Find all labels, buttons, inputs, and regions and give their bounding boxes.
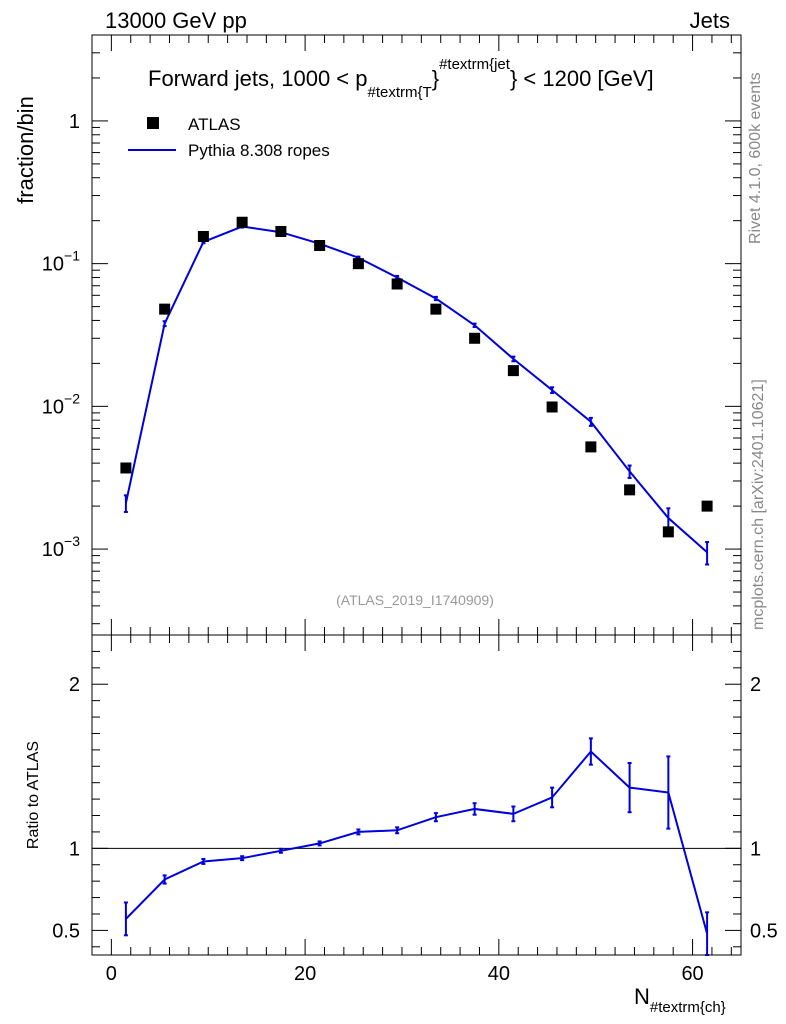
data-point	[430, 303, 442, 315]
rivet-label: Rivet 4.1.0, 600k events	[747, 72, 764, 244]
ratio-y-tick-label-left: 0.5	[52, 920, 80, 942]
ratio-panel-frame	[91, 634, 742, 956]
data-point	[507, 365, 519, 377]
data-point	[701, 500, 713, 512]
x-axis-label: N#textrm{ch}	[634, 984, 726, 1016]
y-tick-label-base: 10	[42, 254, 64, 276]
y-axis-label: fraction/bin	[13, 96, 38, 204]
data-point	[624, 484, 636, 496]
ratio-y-axis-label: Ratio to ATLAS	[25, 741, 42, 849]
data-point	[236, 216, 248, 228]
header-right: Jets	[690, 8, 730, 33]
x-tick-label: 20	[294, 963, 316, 985]
y-tick-label-base: 10	[42, 396, 64, 418]
mc-line	[124, 225, 708, 554]
y-tick-label-exp: −3	[64, 533, 80, 549]
main-panel: 110−110−210−3 fraction/bin Forward jets,…	[13, 34, 742, 636]
title-sup: #textrm{jet	[439, 56, 511, 73]
mc-series	[123, 224, 710, 566]
y-tick-label: 1	[69, 111, 80, 133]
data-point	[546, 401, 558, 413]
y-tick-label-exp: −1	[64, 248, 80, 264]
data-point	[662, 526, 674, 538]
ratio-panel: 0.5 0.5 1 1 2 2 0 20 40 60 Ratio to ATLAS N#text…	[25, 634, 778, 1016]
ratio-y-tick-label-right: 1	[750, 838, 761, 860]
analysis-watermark: (ATLAS_2019_I1740909)	[336, 592, 494, 608]
y-tick-label-exp: −2	[64, 390, 80, 406]
data-point	[120, 462, 132, 474]
mcplots-label: mcplots.cern.ch [arXiv:2401.10621]	[750, 379, 767, 630]
ratio-y-tick-label-right: 0.5	[750, 920, 778, 942]
data-point	[469, 332, 481, 344]
y-tick-label: 10−3	[42, 533, 80, 561]
x-axis-label-main: N	[634, 984, 650, 1009]
title-prefix: Forward jets, 1000 < p	[148, 66, 368, 91]
data-series	[120, 216, 713, 538]
data-point	[585, 441, 597, 453]
main-panel-y-labels: 110−110−210−3	[42, 111, 80, 561]
data-point	[352, 258, 364, 270]
legend-label-pythia: Pythia 8.308 ropes	[188, 141, 330, 160]
header-left: 13000 GeV pp	[105, 8, 247, 33]
ratio-line	[125, 750, 709, 934]
data-point	[275, 225, 287, 237]
x-tick-label: 0	[106, 963, 117, 985]
main-panel-ticks	[92, 34, 741, 635]
x-axis-label-sub: #textrm{ch}	[650, 999, 726, 1016]
ratio-panel-ticks	[92, 635, 741, 955]
ratio-y-tick-label-left: 1	[69, 838, 80, 860]
x-tick-label: 40	[488, 963, 510, 985]
legend: ATLAS Pythia 8.308 ropes	[128, 115, 330, 160]
ratio-y-tick-label-right: 2	[750, 674, 761, 696]
title-brace1: }	[432, 66, 439, 91]
data-point	[197, 230, 209, 242]
ratio-series	[123, 737, 710, 956]
y-tick-label: 10−2	[42, 390, 80, 418]
title-brace2: }	[510, 66, 517, 91]
x-tick-labels: 0 20 40 60	[106, 963, 704, 985]
legend-marker-atlas	[147, 117, 159, 129]
chart-title: Forward jets, 1000 < p#textrm{T}#textrm{…	[148, 56, 654, 101]
ratio-y-tick-label-left: 2	[69, 674, 80, 696]
title-suffix: < 1200 [GeV]	[517, 66, 653, 91]
ratio-panel-y-labels: 0.5 0.5 1 1 2 2	[52, 674, 778, 942]
title-sub: #textrm{T	[368, 84, 432, 101]
x-tick-label: 60	[681, 963, 703, 985]
y-tick-label: 10−1	[42, 248, 80, 276]
data-point	[391, 278, 403, 290]
y-tick-label-base: 10	[42, 539, 64, 561]
legend-label-atlas: ATLAS	[188, 115, 241, 134]
data-point	[159, 303, 171, 315]
data-point	[314, 240, 326, 252]
